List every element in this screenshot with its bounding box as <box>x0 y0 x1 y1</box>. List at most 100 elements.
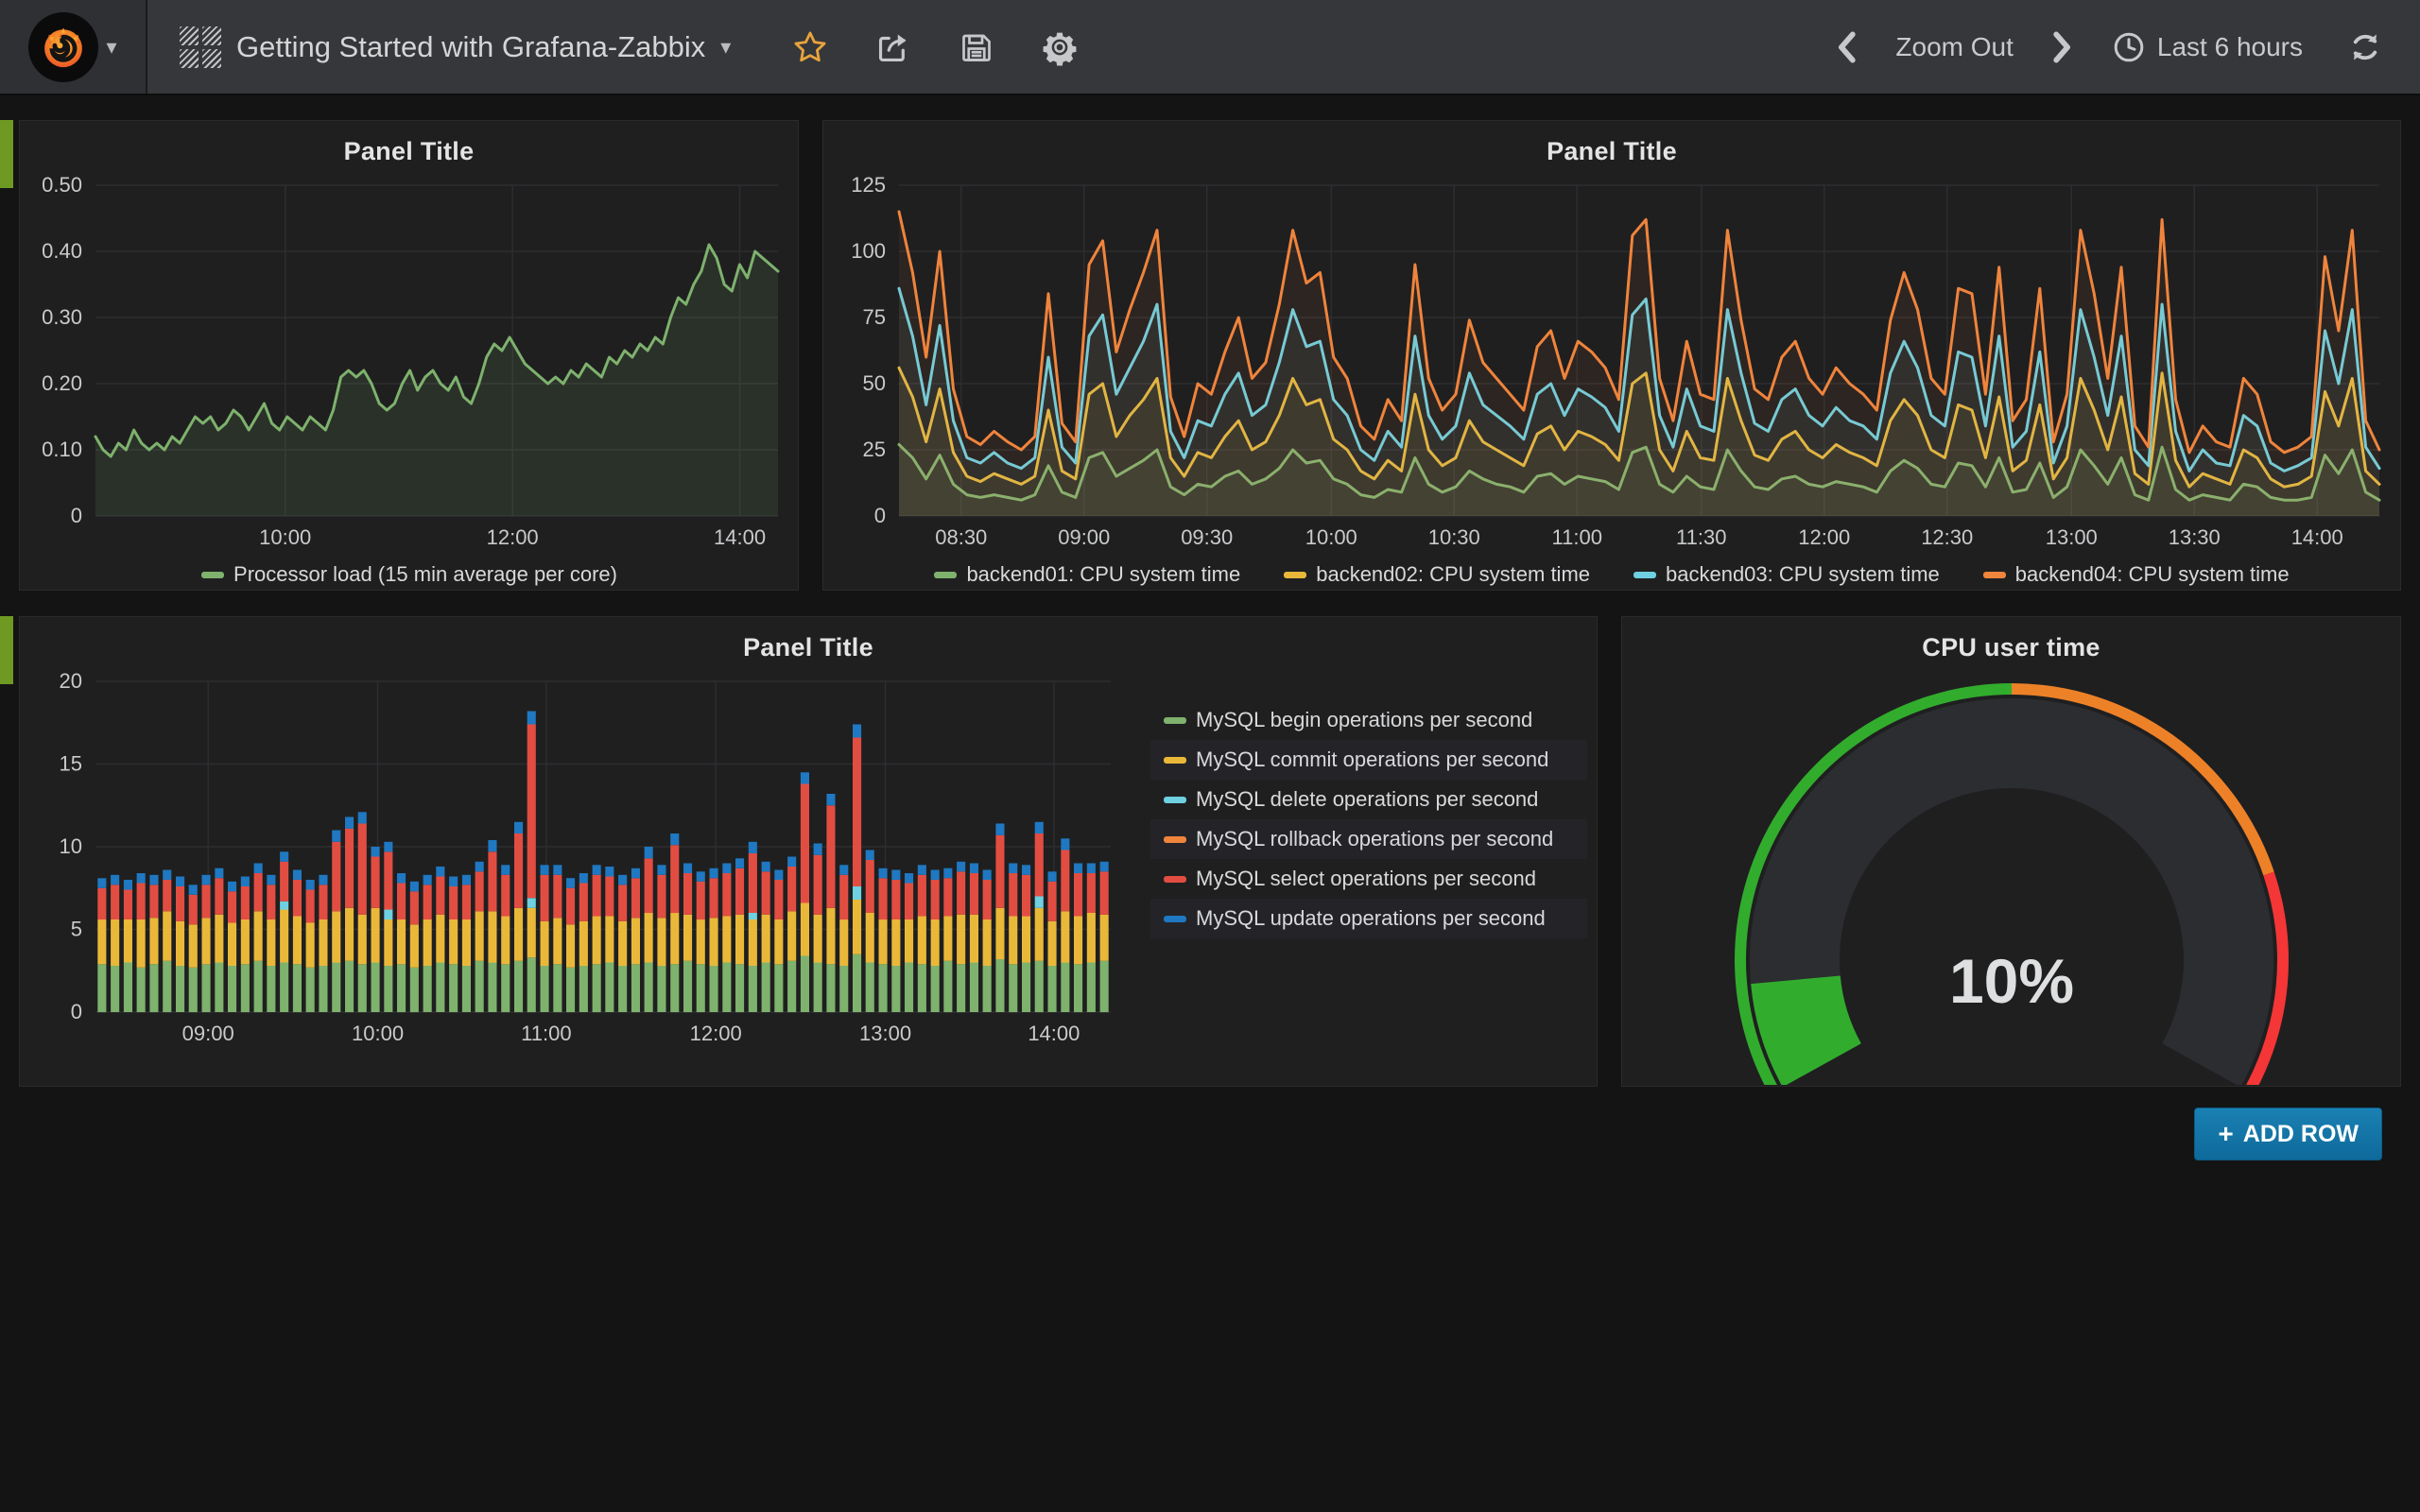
row-menu-tab[interactable] <box>0 616 13 684</box>
svg-text:10:30: 10:30 <box>1428 525 1480 549</box>
legend-series-label: backend04: CPU system time <box>2014 562 2290 586</box>
svg-text:0.20: 0.20 <box>42 371 82 395</box>
legend-item[interactable]: MySQL commit operations per second <box>1150 740 1587 780</box>
legend-item[interactable]: MySQL begin operations per second <box>1150 700 1587 740</box>
panel-mysql-operations: Panel Title 0 5 10 15 20 09:00 10:00 11:00 12:00… <box>19 616 1598 1087</box>
clock-icon <box>2114 32 2144 61</box>
legend-series-marker <box>1164 716 1186 724</box>
add-row-label: ADD ROW <box>2242 1120 2359 1147</box>
dashboard-picker[interactable]: Getting Started with Grafana-Zabbix ▾ <box>147 0 763 94</box>
panel-title[interactable]: Panel Title <box>343 137 475 165</box>
legend-series-marker <box>934 571 958 578</box>
legend-series-marker <box>1164 796 1186 803</box>
stacked-bar-plot[interactable]: 0 5 10 15 20 09:00 10:00 11:00 12:00 13:00 14:00 <box>27 669 1124 1050</box>
share-icon[interactable] <box>873 26 914 68</box>
time-series-plot[interactable]: 0 0.10 0.20 0.30 0.40 0.50 10:00 12:00 14:00 <box>27 173 791 554</box>
plus-icon: + <box>2218 1119 2234 1148</box>
svg-text:75: 75 <box>863 305 886 329</box>
legend-item[interactable]: Processor load (15 min average per core) <box>201 562 617 587</box>
svg-text:20: 20 <box>60 672 82 693</box>
time-range-picker[interactable]: Last 6 hours <box>2112 30 2303 64</box>
gauge-chart[interactable]: 10% <box>1622 660 2400 1085</box>
legend-series-marker <box>1982 571 2006 578</box>
legend-series-label: MySQL commit operations per second <box>1196 747 1549 771</box>
legend-item[interactable]: MySQL update operations per second <box>1150 899 1587 938</box>
legend-series-label: MySQL delete operations per second <box>1196 787 1539 811</box>
svg-text:12:00: 12:00 <box>1798 525 1850 549</box>
svg-text:15: 15 <box>60 752 82 776</box>
svg-text:0.30: 0.30 <box>42 305 82 329</box>
chevron-down-icon: ▾ <box>106 34 117 59</box>
svg-text:11:00: 11:00 <box>521 1022 571 1045</box>
grafana-logo-icon <box>28 11 99 82</box>
svg-text:12:00: 12:00 <box>690 1022 742 1045</box>
svg-text:09:00: 09:00 <box>182 1022 234 1045</box>
svg-text:12:30: 12:30 <box>1921 525 1973 549</box>
legend-series-marker <box>1164 756 1186 764</box>
panel-title[interactable]: CPU user time <box>1922 633 2100 662</box>
legend-series-marker <box>1164 875 1186 883</box>
legend-series-marker <box>1164 835 1186 843</box>
save-icon[interactable] <box>956 26 997 68</box>
svg-text:10%: 10% <box>1949 946 2074 1016</box>
chevron-down-icon: ▾ <box>720 34 732 59</box>
panel-cpu-user-time: CPU user time 10% <box>1621 616 2401 1087</box>
svg-text:5: 5 <box>71 918 82 941</box>
legend-series-label: MySQL begin operations per second <box>1196 708 1533 731</box>
chevron-right-icon[interactable] <box>2042 26 2083 68</box>
svg-text:10:00: 10:00 <box>352 1022 404 1045</box>
svg-text:13:00: 13:00 <box>2046 525 2098 549</box>
svg-text:0: 0 <box>874 504 886 527</box>
navbar: ▾ Getting Started with Grafana-Zabbix ▾ <box>0 0 2420 95</box>
legend-item[interactable]: backend03: CPU system time <box>1634 562 1940 587</box>
svg-text:14:00: 14:00 <box>714 525 766 549</box>
svg-text:08:30: 08:30 <box>935 525 987 549</box>
legend-series-label: Processor load (15 min average per core) <box>233 562 617 586</box>
add-row-button[interactable]: + ADD ROW <box>2194 1108 2382 1160</box>
svg-text:11:30: 11:30 <box>1676 525 1726 549</box>
svg-text:10: 10 <box>60 834 82 858</box>
legend-series-marker <box>1284 571 1307 578</box>
legend-series-label: MySQL select operations per second <box>1196 867 1536 890</box>
zoom-out-button[interactable]: Zoom Out <box>1895 31 2014 61</box>
legend-item[interactable]: backend02: CPU system time <box>1284 562 1590 587</box>
panel-title[interactable]: Panel Title <box>743 633 873 662</box>
legend-series-marker <box>201 571 225 578</box>
legend-item[interactable]: backend04: CPU system time <box>1982 562 2290 587</box>
legend-item[interactable]: MySQL rollback operations per second <box>1150 819 1587 859</box>
panel-cpu-system-time: Panel Title 0 25 50 75 100 125 08:30 09:00 09:30… <box>822 120 2401 591</box>
legend-item[interactable]: backend01: CPU system time <box>934 562 1240 587</box>
refresh-icon[interactable] <box>2344 26 2386 68</box>
chevron-left-icon[interactable] <box>1825 26 1867 68</box>
grafana-logo-menu[interactable]: ▾ <box>0 0 147 94</box>
legend-series-marker <box>1634 571 1656 578</box>
settings-gear-icon[interactable] <box>1039 26 1080 68</box>
chart-legend: backend01: CPU system time backend02: CPU… <box>831 562 2393 587</box>
legend-series-label: backend01: CPU system time <box>966 562 1241 586</box>
time-series-plot[interactable]: 0 25 50 75 100 125 08:30 09:00 09:30 10:00 10:30 11… <box>831 173 2393 554</box>
legend-item[interactable]: MySQL select operations per second <box>1150 859 1587 899</box>
svg-text:11:00: 11:00 <box>1552 525 1602 549</box>
svg-text:50: 50 <box>863 371 886 395</box>
svg-text:13:30: 13:30 <box>2169 525 2221 549</box>
star-icon[interactable] <box>789 26 831 68</box>
svg-text:09:30: 09:30 <box>1181 525 1233 549</box>
legend-item[interactable]: MySQL delete operations per second <box>1150 780 1587 819</box>
svg-text:25: 25 <box>863 438 886 461</box>
legend-series-label: MySQL update operations per second <box>1196 906 1546 930</box>
svg-text:14:00: 14:00 <box>2291 525 2343 549</box>
time-range-label: Last 6 hours <box>2156 31 2303 61</box>
row-menu-tab[interactable] <box>0 120 13 188</box>
svg-text:14:00: 14:00 <box>1028 1022 1080 1045</box>
svg-text:125: 125 <box>851 176 886 197</box>
svg-text:0: 0 <box>71 1000 82 1023</box>
chart-legend: Processor load (15 min average per core) <box>27 562 791 587</box>
svg-text:0: 0 <box>71 504 82 527</box>
panel-title[interactable]: Panel Title <box>1547 137 1677 165</box>
dashboard-grid-icon <box>180 26 221 68</box>
legend-series-label: backend02: CPU system time <box>1316 562 1590 586</box>
svg-text:0.10: 0.10 <box>42 438 82 461</box>
dashboard-title: Getting Started with Grafana-Zabbix <box>236 29 706 63</box>
svg-text:0.40: 0.40 <box>42 239 82 263</box>
svg-text:10:00: 10:00 <box>1305 525 1357 549</box>
